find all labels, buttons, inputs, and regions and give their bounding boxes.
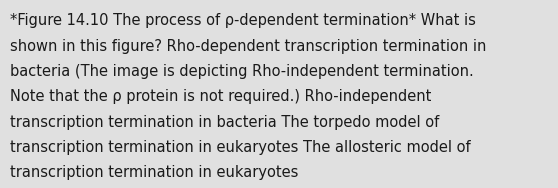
Text: bacteria (The image is depicting Rho-independent termination.: bacteria (The image is depicting Rho-ind… — [10, 64, 474, 79]
Text: transcription termination in eukaryotes: transcription termination in eukaryotes — [10, 165, 299, 180]
Text: *Figure 14.10 The process of ρ-dependent termination* What is: *Figure 14.10 The process of ρ-dependent… — [10, 13, 476, 28]
Text: Note that the ρ protein is not required.) Rho-independent: Note that the ρ protein is not required.… — [10, 89, 431, 104]
Text: shown in this figure? Rho-dependent transcription termination in: shown in this figure? Rho-dependent tran… — [10, 39, 487, 54]
Text: transcription termination in eukaryotes The allosteric model of: transcription termination in eukaryotes … — [10, 140, 470, 155]
Text: transcription termination in bacteria The torpedo model of: transcription termination in bacteria Th… — [10, 115, 439, 130]
